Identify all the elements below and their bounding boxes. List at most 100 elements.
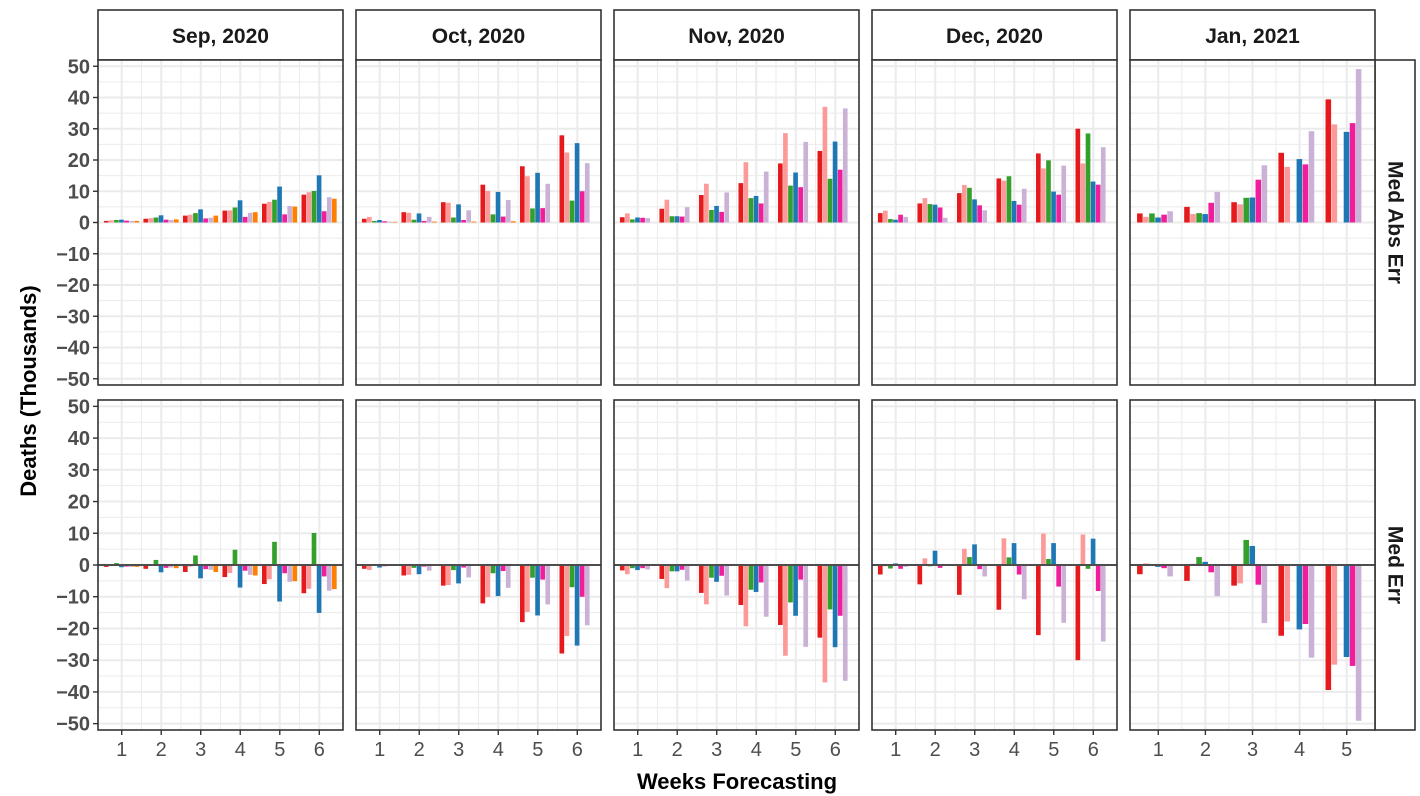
bar (1231, 565, 1237, 586)
bar (1237, 204, 1243, 223)
bar (967, 187, 972, 223)
bar (932, 550, 938, 565)
bar (1214, 565, 1221, 597)
bar (659, 565, 665, 579)
bar (842, 108, 848, 223)
bar (669, 216, 675, 223)
bar (743, 565, 749, 627)
bar (173, 219, 179, 223)
bar (783, 133, 788, 223)
row-strip-label: Med Err (1384, 526, 1407, 604)
panel-border (871, 59, 1118, 386)
x-tick-label: 5 (1048, 739, 1059, 761)
bar (719, 211, 724, 223)
bar (466, 210, 472, 223)
bar (182, 565, 188, 572)
bar (996, 565, 1002, 610)
panel-border (355, 59, 602, 386)
bar (822, 106, 828, 223)
bar (237, 200, 243, 223)
x-tick-label: 1 (374, 739, 385, 761)
x-tick-label: 1 (632, 739, 643, 761)
bar (361, 218, 367, 223)
x-tick-label: 6 (572, 739, 583, 761)
bar (1011, 200, 1017, 223)
bar (619, 217, 625, 223)
x-tick-label: 4 (493, 739, 504, 761)
bar (1255, 179, 1262, 223)
bar (311, 190, 317, 223)
bar (625, 213, 630, 223)
bar (724, 192, 730, 223)
bar (1035, 565, 1041, 636)
panel-border (871, 399, 1118, 731)
bar (972, 544, 977, 565)
y-tick-label: 10 (68, 181, 90, 203)
panel (97, 59, 344, 386)
x-tick-label: 5 (1341, 739, 1352, 761)
bar (261, 565, 267, 585)
bar (242, 565, 248, 571)
bar (1243, 539, 1249, 565)
bar (1308, 565, 1315, 658)
bar (213, 565, 219, 572)
bar (883, 210, 888, 223)
bar (679, 216, 685, 223)
bar (158, 215, 164, 223)
bar (301, 565, 307, 594)
column-strip (871, 9, 1118, 61)
bar (956, 193, 962, 223)
bar (416, 213, 422, 223)
bar (1302, 164, 1309, 223)
bar (803, 141, 809, 223)
y-tick-label: 30 (68, 119, 90, 141)
bar (331, 198, 337, 223)
bar (977, 565, 982, 570)
bar (584, 565, 590, 626)
bar (198, 209, 203, 223)
bar (163, 219, 169, 223)
bar (1190, 214, 1196, 223)
bar (505, 565, 511, 588)
bar (1080, 534, 1086, 565)
bar (724, 565, 730, 596)
bar (316, 175, 322, 223)
bar (540, 565, 545, 580)
bar (679, 565, 685, 570)
y-tick-label: −10 (56, 244, 90, 266)
bar (1167, 565, 1173, 577)
bar (1331, 124, 1338, 223)
bar (877, 565, 883, 575)
bar (143, 565, 149, 569)
bar (242, 216, 248, 223)
y-tick-label: −40 (56, 682, 90, 704)
x-tick-label: 4 (751, 739, 762, 761)
bar (411, 219, 417, 223)
bar (645, 565, 651, 570)
bar (109, 220, 114, 223)
bar (982, 565, 988, 577)
bar (1155, 217, 1161, 223)
bar (535, 172, 540, 223)
bar (937, 565, 943, 568)
bar (406, 565, 412, 575)
bar (193, 555, 198, 565)
bar (777, 565, 783, 625)
bar (917, 203, 923, 223)
bar (1041, 533, 1046, 565)
bar (282, 214, 287, 223)
bar (927, 204, 933, 223)
bar (114, 220, 119, 223)
bar (635, 565, 640, 571)
bar (426, 216, 432, 223)
bar (485, 565, 491, 598)
bar (888, 219, 893, 223)
bar (569, 200, 575, 223)
bar (564, 565, 570, 637)
bar (645, 218, 651, 223)
bar (1243, 197, 1249, 223)
bar (446, 565, 451, 585)
bar (932, 204, 938, 223)
bar (1231, 202, 1237, 223)
bar (777, 163, 783, 223)
